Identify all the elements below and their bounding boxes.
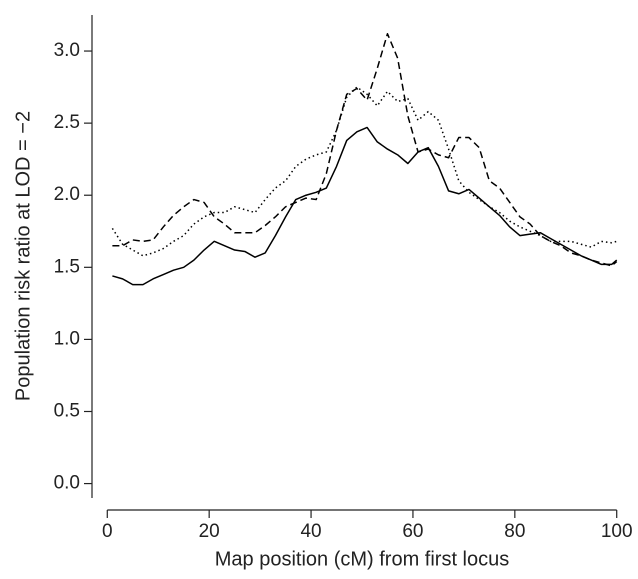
y-tick-label: 2.5 <box>54 112 80 133</box>
y-axis-title: Population risk ratio at LOD = −2 <box>12 111 34 401</box>
data-line <box>112 126 618 286</box>
y-tick-label: 0.5 <box>54 401 80 422</box>
x-tick-label: 60 <box>402 521 423 542</box>
x-tick-label: 100 <box>601 521 633 542</box>
x-tick-label: 40 <box>300 521 321 542</box>
x-axis-title: Map position (cM) from first locus <box>215 548 510 570</box>
y-tick-label: 3.0 <box>54 40 80 61</box>
y-tick-label: 1.5 <box>54 256 80 277</box>
data-line <box>111 86 617 257</box>
x-tick-label: 80 <box>504 521 525 542</box>
y-tick-label: 2.0 <box>54 184 80 205</box>
y-tick-label: 1.0 <box>54 328 80 349</box>
data-line <box>112 32 618 267</box>
x-tick-label: 0 <box>102 521 113 542</box>
x-tick-label: 20 <box>199 521 220 542</box>
y-tick-label: 0.0 <box>54 473 80 494</box>
